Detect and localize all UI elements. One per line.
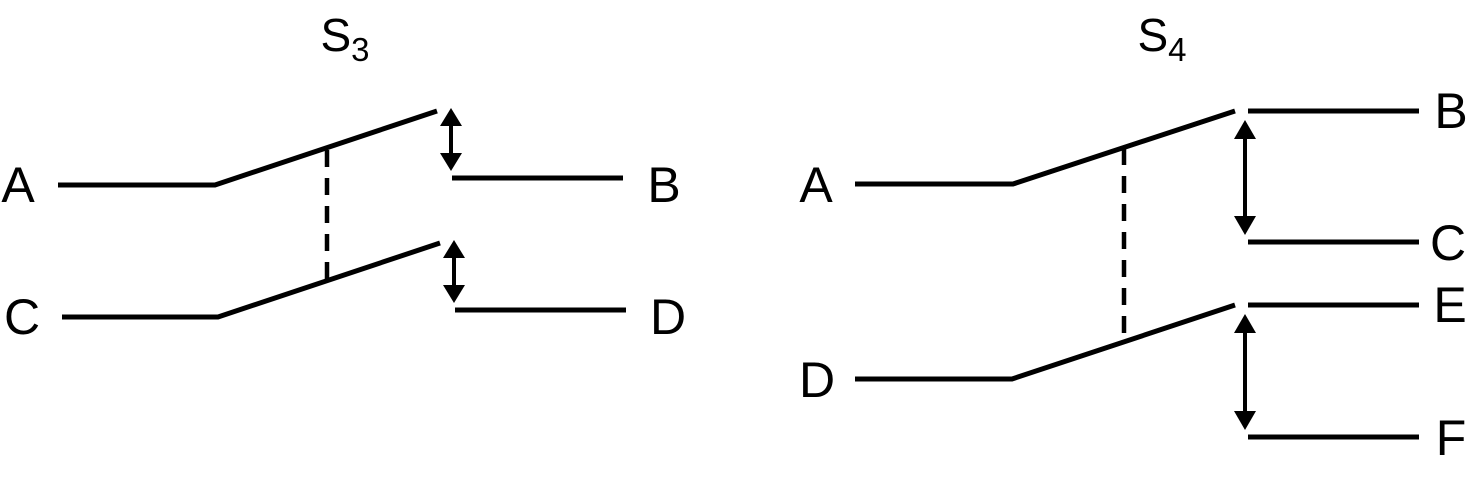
s3-label-b: B	[647, 157, 680, 213]
s4-pole-1-throw-arrow	[1234, 120, 1256, 235]
s3-label-c: C	[4, 289, 40, 345]
switch-s4-title: S4	[1137, 9, 1186, 68]
s4-pole-2-throw-arrow	[1234, 314, 1256, 430]
switch-s4: S4 A D B C E F	[799, 9, 1468, 466]
switch-s3: S3 A C B D	[1, 9, 686, 345]
s3-pole-2-blade	[62, 240, 441, 320]
switch-s3-title: S3	[320, 9, 369, 68]
s4-label-a: A	[799, 157, 833, 213]
s3-pole-2-throw-arrow	[443, 240, 465, 303]
s4-label-e: E	[1433, 277, 1466, 333]
s4-label-f: F	[1436, 410, 1467, 466]
s3-label-a: A	[1, 157, 35, 213]
s4-label-c: C	[1430, 215, 1466, 271]
s4-pole-1-blade	[855, 108, 1236, 187]
s4-label-d: D	[799, 352, 835, 408]
s4-pole-2-blade	[855, 302, 1236, 382]
s4-label-b: B	[1434, 83, 1467, 139]
s3-pole-1-throw-arrow	[440, 108, 462, 171]
s3-label-d: D	[650, 289, 686, 345]
s3-pole-1-blade	[58, 108, 438, 188]
